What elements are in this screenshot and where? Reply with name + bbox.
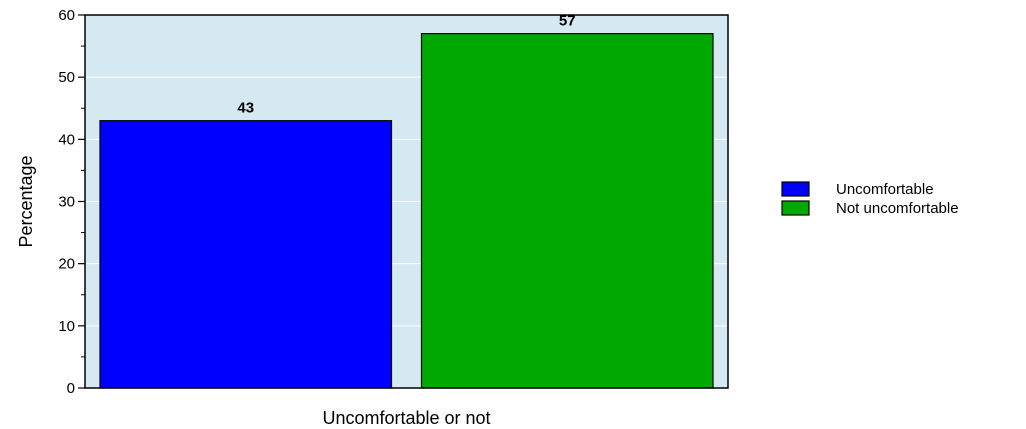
y-axis-title: Percentage bbox=[16, 155, 36, 247]
bar-value-label: 57 bbox=[559, 13, 576, 30]
y-tick-label: 0 bbox=[67, 380, 75, 397]
bar-value-label: 43 bbox=[237, 100, 254, 117]
x-axis-title: Uncomfortable or not bbox=[322, 408, 490, 428]
legend-swatch bbox=[781, 200, 810, 216]
y-tick-label: 40 bbox=[58, 131, 75, 148]
y-tick-label: 10 bbox=[58, 318, 75, 335]
legend-label: Not uncomfortable bbox=[836, 200, 959, 217]
legend-swatch bbox=[781, 181, 810, 197]
bar-1 bbox=[99, 120, 393, 389]
y-axis: 0 10 20 30 40 50 60 bbox=[58, 7, 85, 397]
y-tick-label: 20 bbox=[58, 256, 75, 273]
y-tick-label: 60 bbox=[58, 7, 75, 24]
bar-2 bbox=[420, 33, 714, 389]
y-tick-label: 30 bbox=[58, 194, 75, 211]
y-tick-label: 50 bbox=[58, 69, 75, 86]
legend: Uncomfortable Not uncomfortable bbox=[781, 181, 959, 217]
legend-label: Uncomfortable bbox=[836, 181, 934, 198]
bars bbox=[99, 33, 714, 389]
data-labels: 43 57 bbox=[237, 13, 575, 117]
